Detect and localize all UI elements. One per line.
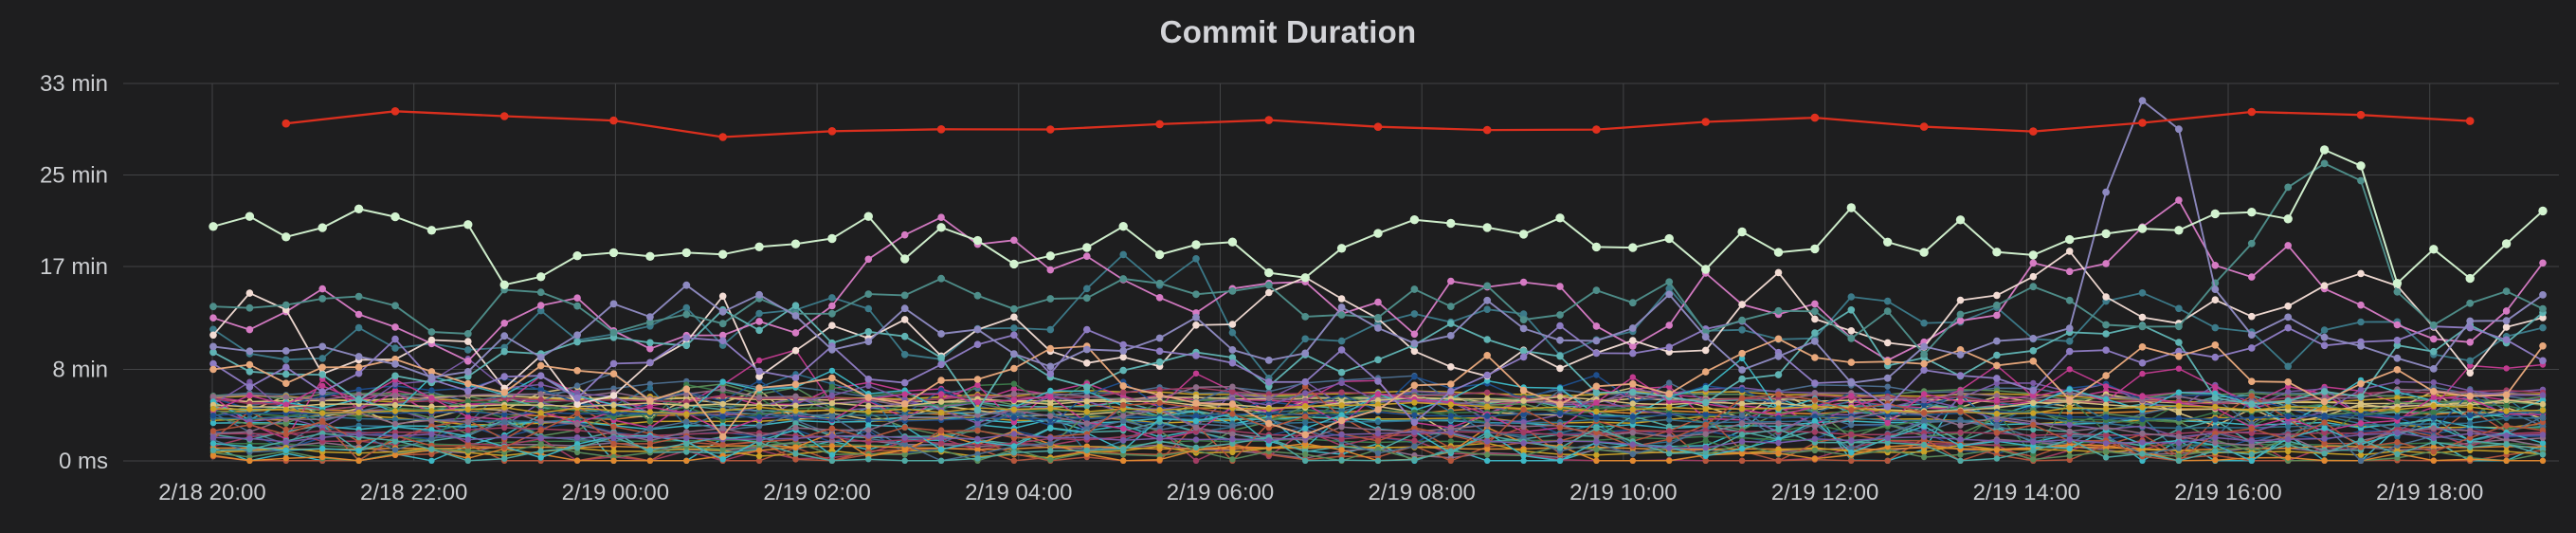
svg-text:2/19 06:00: 2/19 06:00	[1167, 480, 1274, 505]
svg-text:2/19 08:00: 2/19 08:00	[1368, 480, 1475, 505]
svg-text:2/19 12:00: 2/19 12:00	[1771, 480, 1878, 505]
svg-text:33 min: 33 min	[40, 71, 108, 97]
svg-text:2/19 00:00: 2/19 00:00	[562, 480, 669, 505]
svg-text:17 min: 17 min	[40, 254, 108, 280]
svg-text:2/19 18:00: 2/19 18:00	[2376, 480, 2483, 505]
svg-text:2/19 02:00: 2/19 02:00	[763, 480, 870, 505]
svg-text:2/19 16:00: 2/19 16:00	[2174, 480, 2281, 505]
svg-text:0 ms: 0 ms	[59, 449, 108, 474]
svg-text:8 min: 8 min	[52, 358, 108, 383]
svg-text:25 min: 25 min	[40, 163, 108, 189]
svg-text:2/19 04:00: 2/19 04:00	[965, 480, 1072, 505]
svg-text:2/18 22:00: 2/18 22:00	[360, 480, 467, 505]
svg-text:2/19 14:00: 2/19 14:00	[1973, 480, 2080, 505]
svg-text:2/19 10:00: 2/19 10:00	[1569, 480, 1677, 505]
svg-text:2/18 20:00: 2/18 20:00	[158, 480, 265, 505]
